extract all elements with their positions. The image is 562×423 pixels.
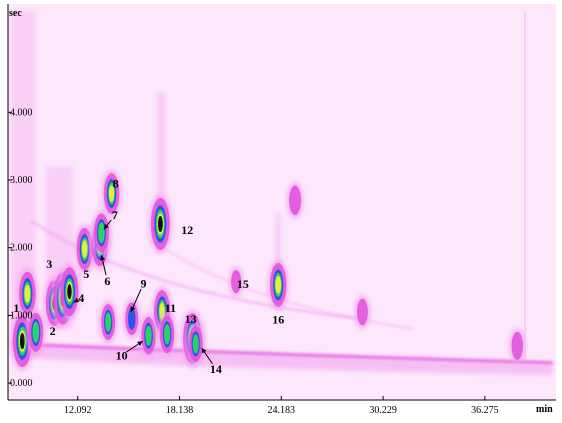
peak-spot [25, 308, 46, 356]
peak-yellow [81, 240, 88, 258]
peak-outer [231, 269, 242, 294]
peak-yellow [108, 185, 115, 202]
peak-spot [157, 311, 177, 358]
plot-area [8, 4, 556, 400]
x-tick-label: 30.229 [369, 405, 397, 416]
peak-label-6: 6 [104, 274, 110, 288]
peak-spot [509, 327, 526, 364]
peak-label-9: 9 [141, 277, 147, 291]
peak-green [32, 321, 40, 343]
peak-green [192, 334, 199, 354]
x-tick-label: 36.275 [471, 405, 499, 416]
peak-blue [127, 307, 136, 331]
peak-label-2: 2 [50, 324, 56, 338]
peak-core [19, 332, 25, 350]
peak-spot-12 [148, 194, 173, 254]
peak-spot [286, 181, 304, 220]
peak-label-15: 15 [237, 277, 249, 291]
peak-green [98, 222, 105, 244]
peak-spot [354, 294, 371, 330]
x-tick-label: 18.138 [166, 405, 194, 416]
peak-spot-8 [101, 169, 122, 218]
arrow-peak-4 [73, 297, 80, 303]
tail-16 [275, 213, 281, 282]
peak-label-4: 4 [78, 291, 84, 305]
arrow-head [130, 306, 136, 312]
peak-outer [289, 185, 302, 216]
peak-label-8: 8 [113, 176, 119, 190]
peak-spot-7 [91, 209, 112, 257]
y-tick-label: 3.000 [10, 175, 33, 186]
peak-spot-1 [16, 267, 39, 320]
y-tick-label: 2.000 [10, 243, 33, 254]
arrow-head [103, 223, 109, 230]
x-axis-unit: min [536, 404, 553, 415]
y-axis-unit: sec [9, 8, 22, 19]
peak-label-13: 13 [185, 312, 197, 326]
peak-label-5: 5 [83, 267, 89, 281]
peak-label-16: 16 [272, 312, 284, 326]
peak-label-14: 14 [210, 362, 222, 376]
x-tick-label: 24.183 [268, 405, 296, 416]
peak-green [145, 325, 152, 346]
peak-core [157, 215, 163, 233]
arrow-head [137, 341, 143, 346]
peak-outer [511, 331, 524, 360]
right-column [524, 10, 527, 363]
y-tick-label: 0.000 [10, 378, 33, 389]
peak-yellow [275, 275, 282, 294]
peak-outer [356, 298, 368, 326]
arrow-head [73, 297, 80, 303]
peak-spot-4 [57, 263, 81, 321]
y-tick-label: 1.000 [10, 310, 33, 321]
y-tick-label: 4.000 [10, 107, 33, 118]
peak-label-11: 11 [165, 301, 176, 315]
peak-spot-15 [228, 265, 244, 298]
peak-spot-5 [74, 223, 96, 275]
arrow-head [201, 347, 207, 354]
peak-spots [10, 169, 526, 372]
peak-spot-16 [267, 258, 289, 311]
peak-label-10: 10 [116, 348, 128, 362]
x-tick-label: 12.092 [64, 405, 92, 416]
peak-yellow [24, 284, 31, 303]
peak-arrows [73, 219, 213, 365]
peak-label-12: 12 [181, 223, 193, 237]
peak-green [105, 312, 112, 332]
arrow-peak-14 [201, 347, 213, 365]
arrow-peak-7 [103, 219, 112, 230]
diagonal-streak-2 [163, 246, 414, 330]
peak-label-7: 7 [112, 208, 118, 222]
baseline-streak [12, 342, 553, 365]
peak-label-1: 1 [13, 301, 19, 315]
peak-spot [98, 300, 118, 345]
arrow-head [100, 255, 105, 261]
peak-spot-14 [186, 321, 206, 366]
peak-label-3: 3 [46, 257, 52, 271]
peak-spot-9 [122, 298, 141, 340]
arrow-peak-10 [126, 340, 143, 353]
peak-core [67, 284, 72, 300]
axes: 0.000 1.000 2.000 3.000 4.000 12.092 18.138 24.… [7, 4, 556, 416]
arrow-peak-9 [130, 288, 142, 313]
arrow-peak-6 [100, 255, 107, 276]
diagonal-streak [29, 219, 363, 321]
peak-spot-11 [151, 286, 173, 337]
tail-12 [156, 92, 166, 221]
peak-green [163, 324, 171, 345]
